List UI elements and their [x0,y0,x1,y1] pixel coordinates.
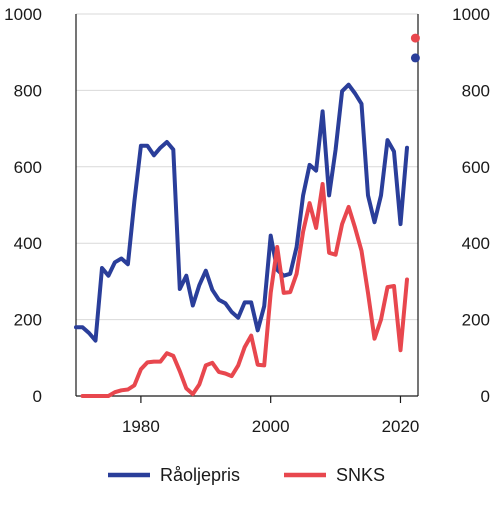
y-tick-label-left: 800 [14,81,42,100]
y-tick-label-left: 1000 [4,5,42,24]
axes [75,14,419,403]
y-tick-label-left: 600 [14,158,42,177]
y-tick-label-right: 600 [462,158,490,177]
x-tick-label: 1980 [122,417,160,436]
y-tick-label-right: 200 [462,311,490,330]
y-tick-label-right: 400 [462,234,490,253]
tick-labels: 0 0 200 200 400 400 600 600 800 800 1000 1000 1980 20… [4,5,490,436]
y-tick-label-right: 1000 [452,5,490,24]
marker-point-1 [410,53,420,63]
y-tick-label-left: 0 [33,387,42,406]
plot-area [74,33,420,398]
legend: Råoljepris SNKS [108,465,385,485]
y-tick-label-left: 200 [14,311,42,330]
marker-point-0 [410,33,420,43]
y-tick-label-right: 0 [481,387,490,406]
y-tick-label-left: 400 [14,234,42,253]
legend-label: Råoljepris [160,465,240,485]
x-tick-label: 2020 [382,417,420,436]
series-line-snks [80,182,409,398]
y-tick-label-right: 800 [462,81,490,100]
legend-label: SNKS [336,465,385,485]
x-tick-label: 2000 [252,417,290,436]
series-line-raoljepris [74,82,409,343]
